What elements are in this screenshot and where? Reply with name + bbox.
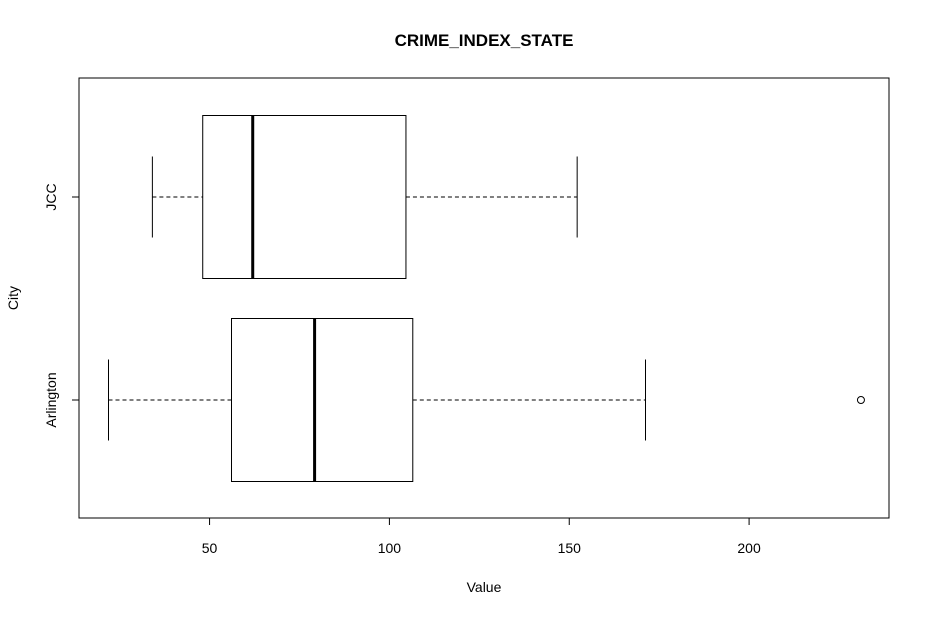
box [202,115,407,279]
x-tick-label: 50 [202,540,218,556]
y-tick-label: JCC [43,183,59,210]
box [231,318,414,482]
x-tick-label: 100 [378,540,402,556]
y-tick-label: Arlington [43,372,59,427]
y-axis-label: City [5,286,21,310]
outlier [856,396,865,404]
chart-title: CRIME_INDEX_STATE [395,31,574,50]
x-tick-label: 200 [737,540,761,556]
x-axis-label: Value [467,579,502,595]
x-tick-label: 150 [558,540,582,556]
